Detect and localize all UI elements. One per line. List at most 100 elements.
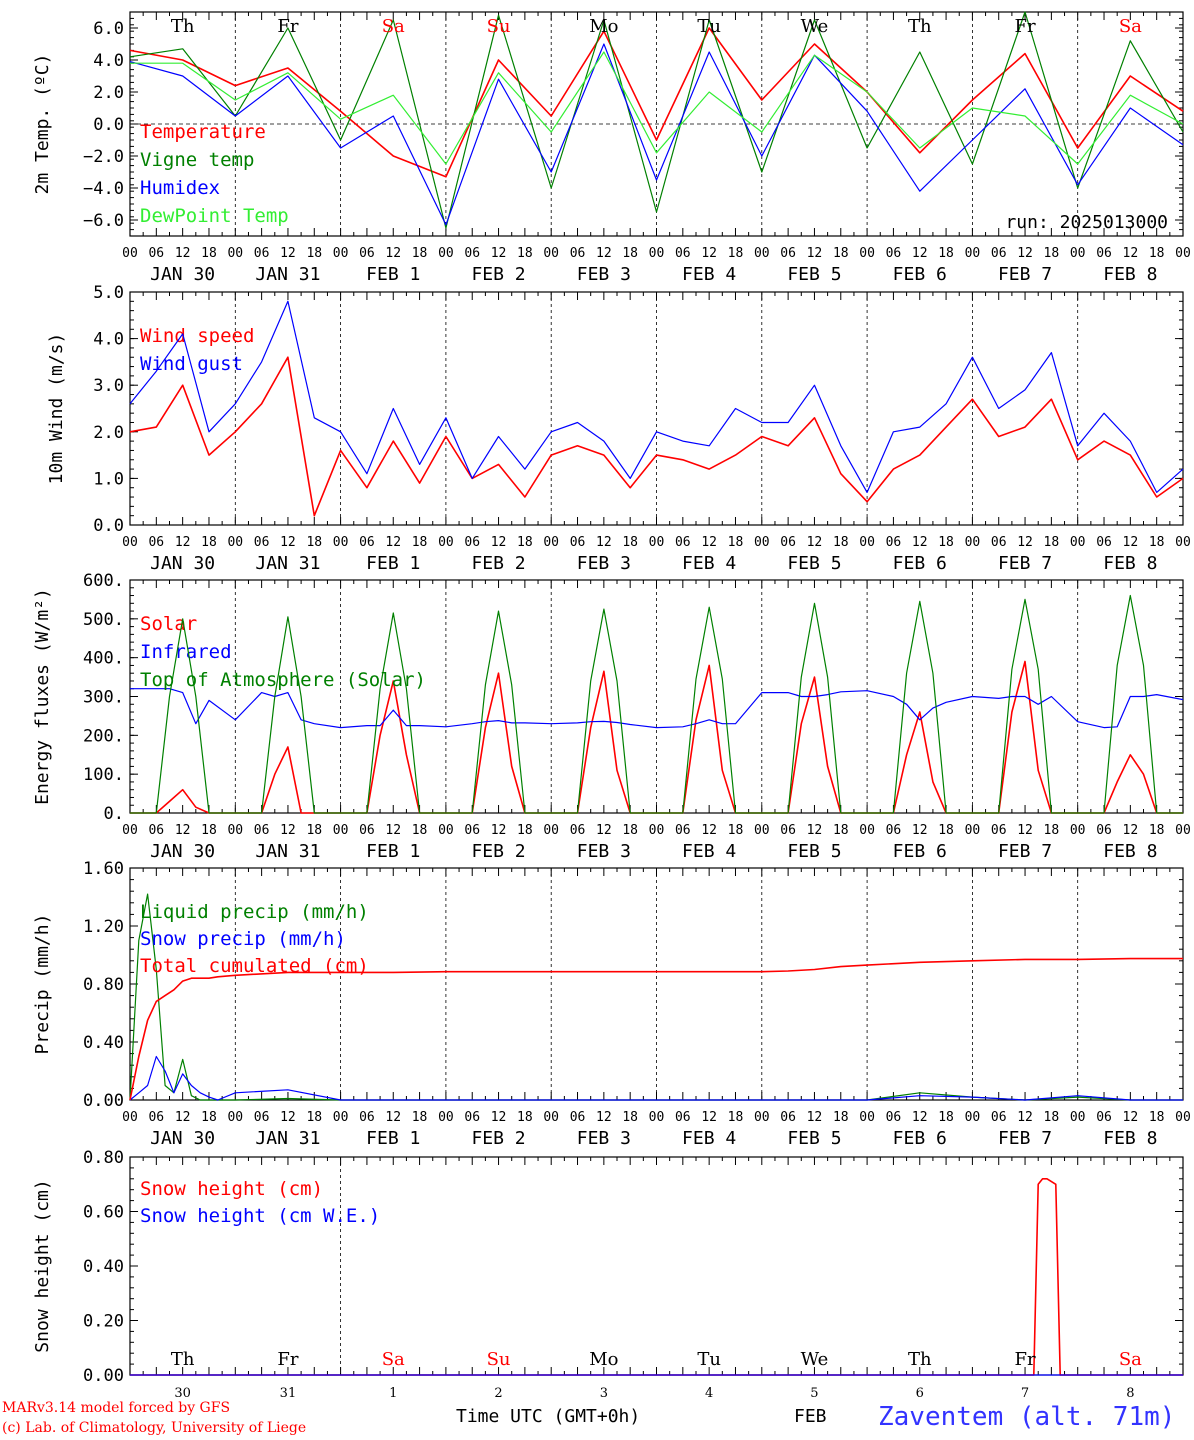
x-hour-label: 00 <box>1070 1110 1086 1125</box>
x-hour-label: 06 <box>780 1110 796 1125</box>
x-hour-label: 06 <box>570 823 586 838</box>
x-hour-label: 12 <box>385 823 401 838</box>
y-tick-label: 400. <box>83 649 124 669</box>
x-date-label: FEB 6 <box>893 1128 947 1149</box>
x-hour-label: 00 <box>543 535 559 550</box>
x-date-label: FEB 6 <box>893 841 947 862</box>
y-tick-label: 0. <box>104 804 124 824</box>
x-date-label: JAN 31 <box>255 553 320 574</box>
x-hour-label: 12 <box>1123 1110 1139 1125</box>
x-hour-label: 18 <box>201 1110 217 1125</box>
x-date-label: FEB 7 <box>998 553 1052 574</box>
x-hour-label: 06 <box>991 1110 1007 1125</box>
x-hour-label: 18 <box>306 246 322 261</box>
x-hour-label: 06 <box>254 246 270 261</box>
x-hour-label: 12 <box>280 535 296 550</box>
y-tick-label: 0.40 <box>83 1033 124 1053</box>
x-hour-label: 18 <box>833 535 849 550</box>
x-hour-label: 18 <box>306 1110 322 1125</box>
x-hour-label: 00 <box>122 1110 138 1125</box>
x-hour-label: 00 <box>1070 535 1086 550</box>
x-hour-label: 06 <box>886 246 902 261</box>
x-hour-label: 18 <box>306 535 322 550</box>
y-tick-label: 4.0 <box>93 330 124 350</box>
x-hour-label: 00 <box>1175 1110 1191 1125</box>
y-tick-label: 0.60 <box>83 1203 124 1223</box>
weekday-label: Tu <box>697 1349 721 1370</box>
legend-entry: Solar <box>140 613 197 635</box>
x-hour-label: 06 <box>464 535 480 550</box>
x-hour-label: 00 <box>859 246 875 261</box>
y-tick-label: 200. <box>83 726 124 746</box>
x-hour-label: 18 <box>622 1110 638 1125</box>
x-date-label: FEB 8 <box>1103 553 1157 574</box>
series-total-cumulated-cm-line <box>129 957 1183 1101</box>
x-hour-label: 18 <box>728 823 744 838</box>
x-hour-label: 00 <box>1175 246 1191 261</box>
x-hour-label: 00 <box>1175 823 1191 838</box>
x-hour-label: 12 <box>385 535 401 550</box>
x-hour-label: 00 <box>859 1110 875 1125</box>
x-hour-label: 12 <box>1017 246 1033 261</box>
x-hour-label: 00 <box>543 1110 559 1125</box>
y-axis-title: Energy fluxes (W/m²) <box>32 588 53 805</box>
legend-entry: DewPoint Temp <box>140 205 289 227</box>
x-hour-label: 18 <box>833 246 849 261</box>
x-hour-label: 12 <box>491 246 507 261</box>
x-date-label: FEB 2 <box>471 264 525 285</box>
weekday-label: Th <box>908 16 932 37</box>
x-hour-label: 18 <box>938 246 954 261</box>
x-date-label: FEB 8 <box>1103 264 1157 285</box>
x-date-label: FEB 7 <box>998 841 1052 862</box>
x-hour-label: 06 <box>464 1110 480 1125</box>
weekday-label: Fr <box>277 1349 298 1370</box>
x-hour-label: 06 <box>1096 823 1112 838</box>
x-hour-label: 12 <box>280 823 296 838</box>
x-hour-label: 00 <box>438 1110 454 1125</box>
x-hour-label: 06 <box>991 246 1007 261</box>
x-hour-label: 00 <box>227 1110 243 1125</box>
x-hour-label: 06 <box>675 1110 691 1125</box>
y-tick-label: 2.0 <box>93 423 124 443</box>
x-hour-label: 06 <box>780 535 796 550</box>
x-date-label: FEB 5 <box>787 1128 841 1149</box>
x-hour-label: 00 <box>965 1110 981 1125</box>
y-tick-label: 300. <box>83 688 124 708</box>
x-hour-label: 06 <box>464 823 480 838</box>
x-hour-label: 12 <box>596 535 612 550</box>
x-date-label: FEB 3 <box>577 1128 631 1149</box>
x-hour-label: 18 <box>728 535 744 550</box>
weekday-label: Th <box>908 1349 932 1370</box>
x-hour-label: 06 <box>675 535 691 550</box>
x-hour-label: 06 <box>1096 1110 1112 1125</box>
y-tick-label: 0.80 <box>83 975 124 995</box>
weekday-label: Sa <box>1119 1349 1142 1370</box>
x-hour-label: 18 <box>517 823 533 838</box>
day-number-label: 3 <box>600 1386 608 1401</box>
x-hour-label: 12 <box>1017 535 1033 550</box>
y-tick-label: 3.0 <box>93 376 124 396</box>
y-tick-label: 0.0 <box>93 115 124 135</box>
x-date-label: JAN 31 <box>255 841 320 862</box>
x-hour-label: 12 <box>385 1110 401 1125</box>
x-hour-label: 12 <box>385 246 401 261</box>
x-hour-label: 00 <box>122 823 138 838</box>
x-date-label: JAN 30 <box>150 553 215 574</box>
x-hour-label: 18 <box>1044 535 1060 550</box>
x-date-label: FEB 4 <box>682 841 736 862</box>
day-number-label: 6 <box>916 1386 924 1401</box>
x-date-label: FEB 8 <box>1103 1128 1157 1149</box>
x-hour-label: 18 <box>622 535 638 550</box>
x-hour-label: 18 <box>412 823 428 838</box>
x-hour-label: 12 <box>596 823 612 838</box>
legend-entry: Vigne temp <box>140 149 254 171</box>
x-hour-label: 06 <box>1096 535 1112 550</box>
x-hour-label: 12 <box>912 1110 928 1125</box>
weekday-label: Sa <box>382 16 405 37</box>
weekday-label: We <box>801 1349 829 1370</box>
y-tick-label: 0.80 <box>83 1148 124 1168</box>
x-date-label: FEB 1 <box>366 553 420 574</box>
x-hour-label: 06 <box>991 535 1007 550</box>
y-tick-label: 1.0 <box>93 469 124 489</box>
